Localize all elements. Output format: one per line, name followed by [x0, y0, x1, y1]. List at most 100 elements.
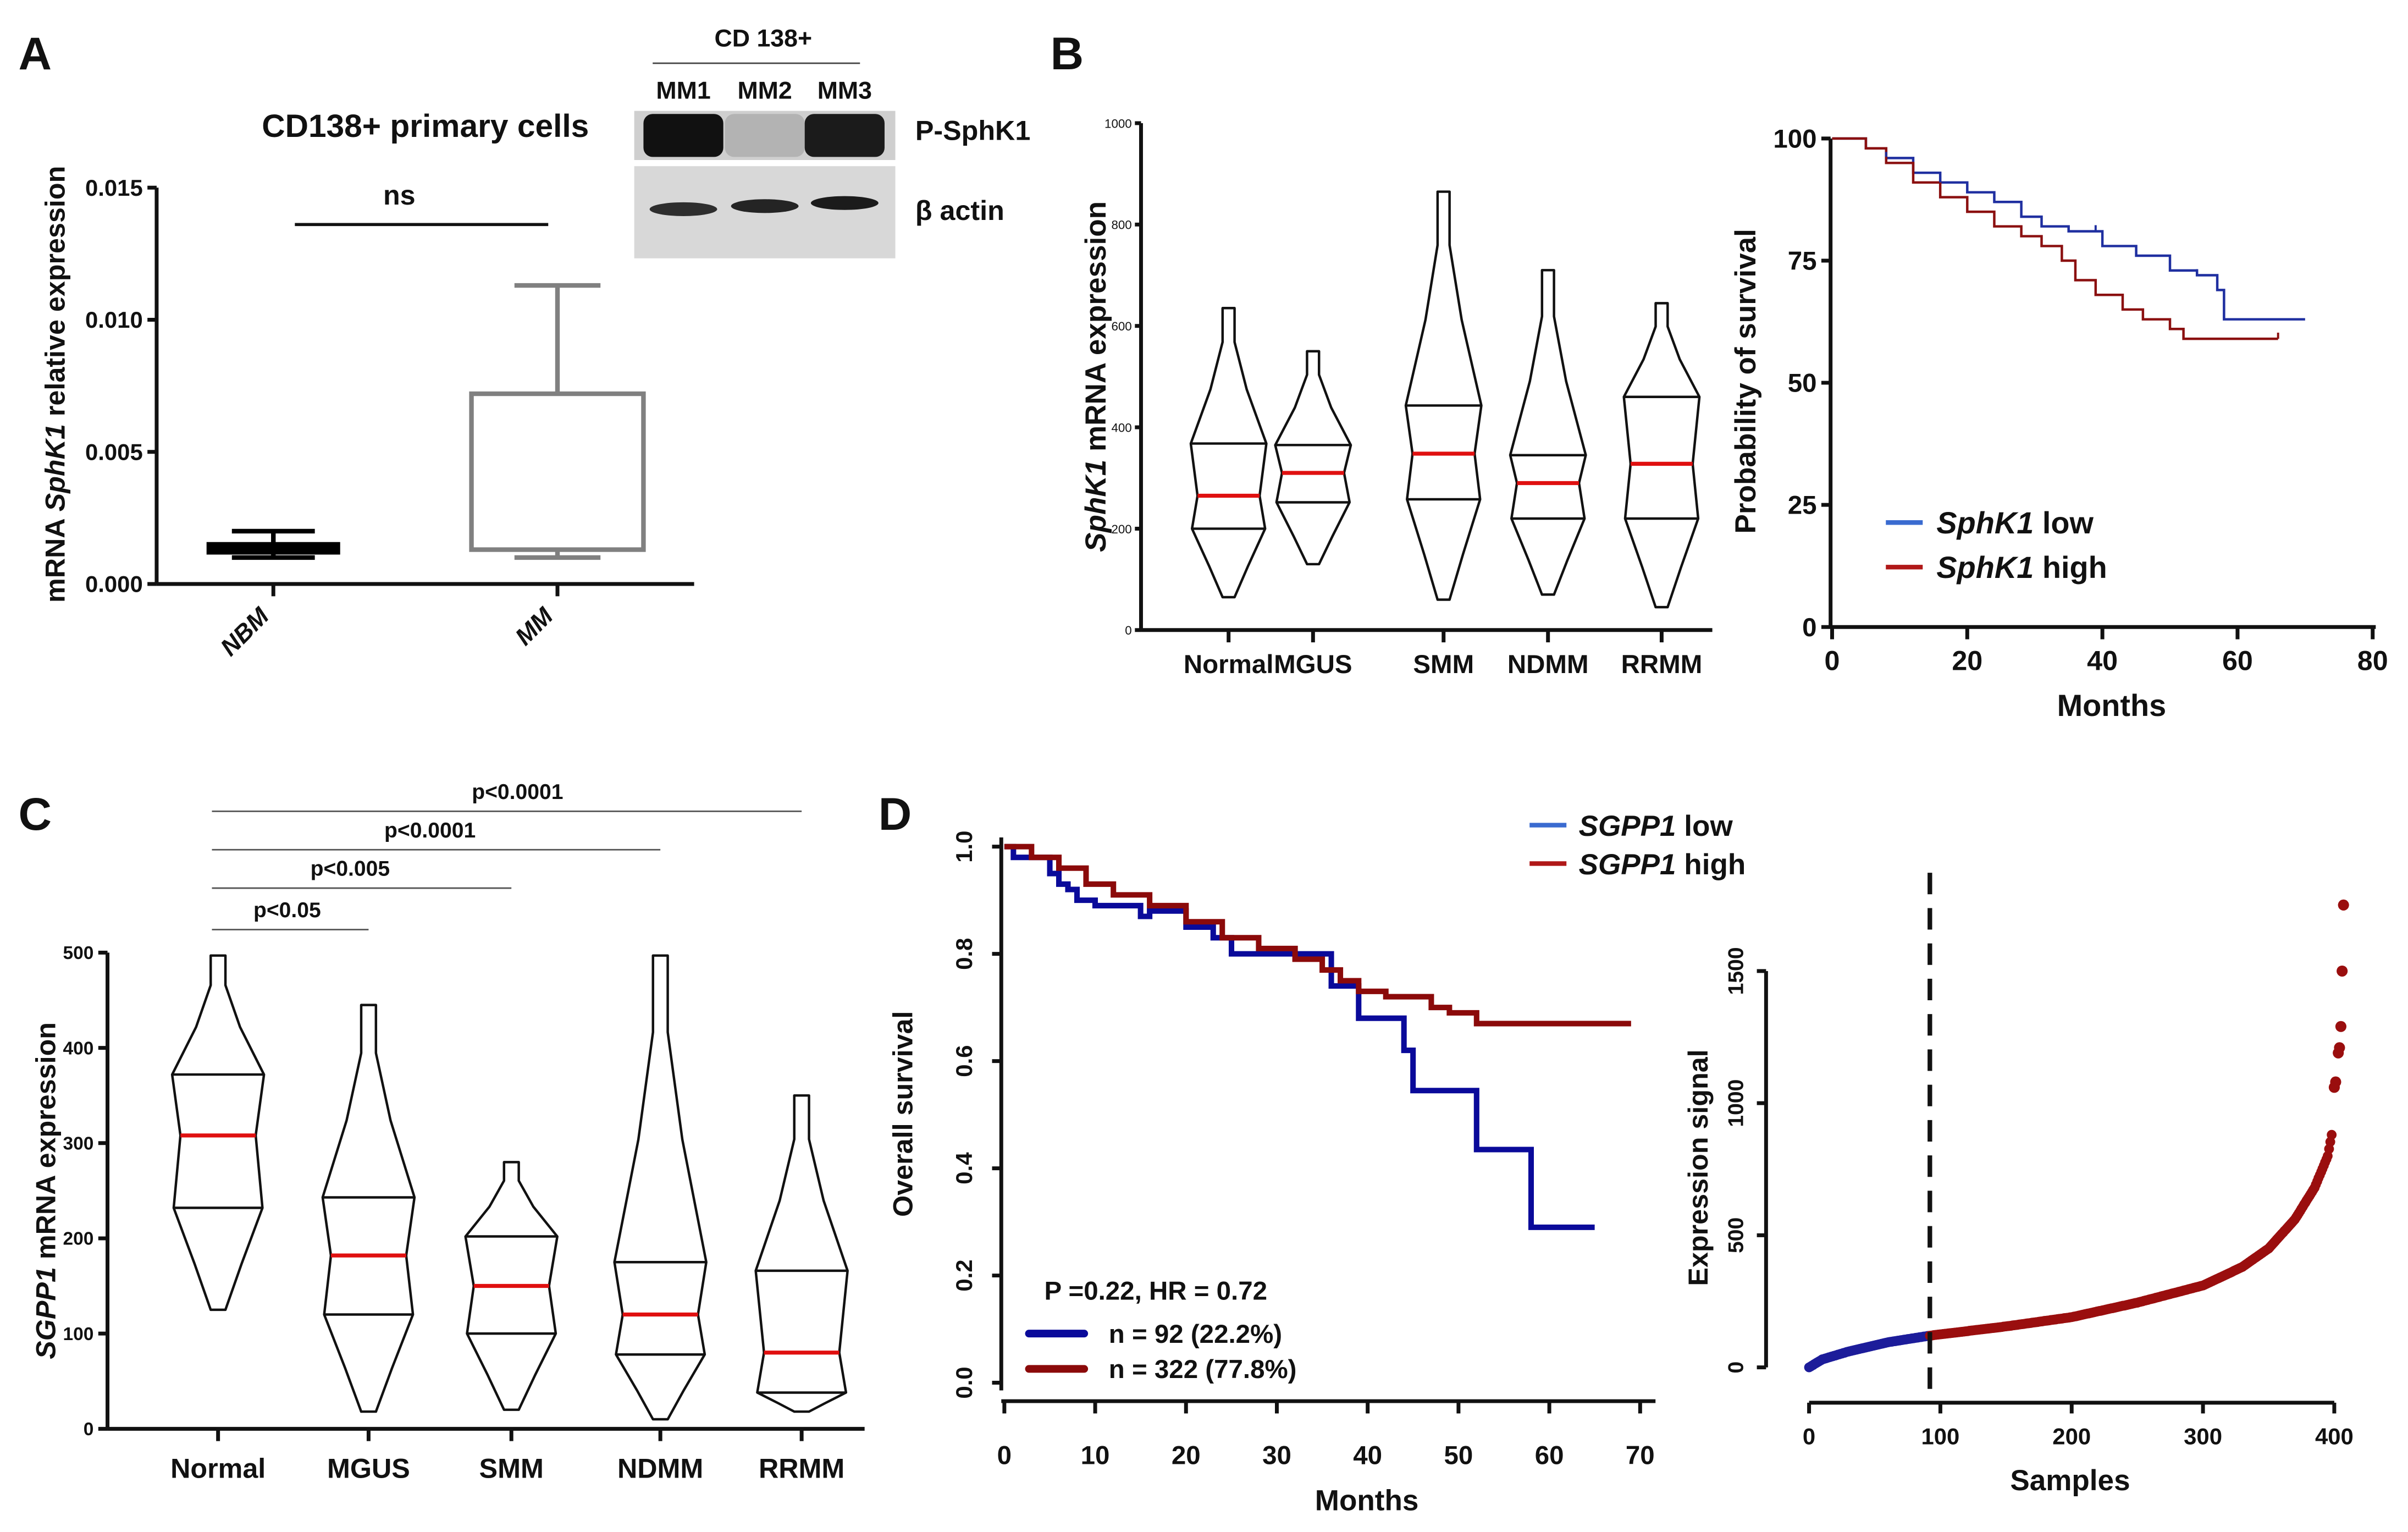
y-label-pre: mRNA	[39, 511, 70, 603]
x-tick-label: 80	[2357, 644, 2388, 676]
y-tick-label: 500	[1724, 1217, 1748, 1253]
blot-label-actin: β actin	[915, 195, 1004, 226]
data-point	[2327, 1129, 2337, 1140]
x-tick-label: 30	[1262, 1441, 1291, 1470]
violin-ndmm	[1509, 269, 1587, 596]
y-tick-label: 0	[1125, 624, 1131, 637]
box-iqr	[469, 391, 646, 552]
legend-gene: SGPP1	[1579, 810, 1676, 842]
legend-gene: SphK1	[1936, 550, 2034, 585]
legend-label-high: SphK1 high	[1936, 550, 2107, 585]
x-axis-label-d-km: Months	[1315, 1484, 1419, 1517]
violin-outline	[1509, 269, 1587, 596]
y-tick-label: 1000	[1724, 1079, 1748, 1127]
blot-lane-mm1: MM1	[656, 77, 710, 104]
y-tick-label: 300	[63, 1134, 93, 1154]
blot-band	[649, 202, 717, 216]
y-tick-label: 0.015	[85, 175, 143, 201]
significance-label: p<0.05	[253, 899, 321, 922]
y-label-gene: SGPP1	[30, 1267, 62, 1359]
x-tick-label: 60	[2222, 644, 2253, 676]
y-tick-label: 1000	[1104, 117, 1132, 130]
scatter-points	[1804, 899, 2349, 1373]
y-tick-label: 0.6	[951, 1045, 977, 1077]
violin-outline	[1274, 350, 1352, 566]
y-tick-label: 200	[1111, 522, 1131, 536]
x-tick-label: 20	[1952, 644, 1982, 676]
x-tick-label: 40	[2087, 644, 2118, 676]
violin-smm	[464, 1161, 559, 1411]
violin-ndmm	[613, 954, 708, 1421]
y-axis-label-d-scatter: Expression signal	[1682, 1049, 1714, 1286]
y-tick-label: 1.0	[951, 831, 977, 863]
data-point	[2335, 1021, 2346, 1032]
y-tick-label: 0.0	[951, 1366, 977, 1398]
panel-label-d: D	[879, 788, 912, 840]
x-tick-label: Normal	[170, 1453, 266, 1484]
box-iqr	[206, 542, 340, 555]
legend-label-low: SphK1 low	[1936, 505, 2094, 540]
y-tick-label: 500	[63, 943, 93, 963]
data-point	[2337, 965, 2348, 977]
chart-title-a: CD138+ primary cells	[262, 108, 589, 144]
x-tick-label: MM	[510, 602, 559, 651]
y-axis-label-b-km: Probability of survival	[1730, 229, 1762, 533]
y-label-post: mRNA expression	[1080, 201, 1112, 460]
panel-label-c: C	[19, 788, 52, 840]
legend-gene: SGPP1	[1579, 848, 1676, 881]
y-tick-label: 100	[1773, 125, 1816, 154]
blot-band	[725, 114, 805, 157]
significance-ns: ns	[383, 179, 416, 211]
panel-label-b: B	[1051, 27, 1084, 79]
y-axis-label-a: mRNA SphK1 relative expression	[39, 166, 70, 603]
x-tick-label: 40	[1353, 1441, 1382, 1470]
blot-lane-mm2: MM2	[737, 77, 792, 104]
y-tick-label: 400	[63, 1038, 93, 1059]
x-tick-label: 60	[1535, 1441, 1564, 1470]
violin-outline	[321, 1004, 416, 1413]
x-axis-label-b-km: Months	[2057, 688, 2167, 723]
y-tick-label: 400	[1111, 421, 1131, 434]
legend-gene: SphK1	[1936, 505, 2034, 540]
y-tick-label: 0	[84, 1419, 94, 1440]
violin-outline	[1622, 302, 1701, 609]
survival-curve-low	[1004, 844, 1595, 1230]
x-tick-label: 200	[2052, 1423, 2091, 1449]
data-point	[2338, 899, 2349, 911]
x-tick-label: NBM	[216, 602, 275, 662]
y-tick-label: 0.000	[85, 571, 143, 597]
km-stats-text: P =0.22, HR = 0.72	[1044, 1277, 1267, 1306]
x-tick-label: 400	[2315, 1423, 2354, 1449]
y-axis-label-d-km: Overall survival	[887, 1011, 918, 1216]
data-point	[2330, 1076, 2341, 1088]
x-tick-label: RRMM	[1621, 650, 1703, 679]
y-label-post: relative expression	[39, 166, 70, 424]
violin-outline	[754, 1094, 849, 1413]
x-tick-label: 20	[1172, 1441, 1201, 1470]
survival-curve-low	[1832, 137, 2305, 321]
y-tick-label: 0.4	[951, 1152, 977, 1184]
survival-curve-high	[1004, 844, 1631, 1027]
blot-label-psphk1: P-SphK1	[915, 115, 1030, 146]
violin-outline	[1189, 307, 1268, 599]
violin-normal	[170, 954, 266, 1311]
box-nbm	[206, 528, 340, 560]
y-tick-label: 0	[1724, 1362, 1748, 1374]
x-tick-label: MGUS	[1274, 650, 1352, 679]
violin-rrmm	[1622, 302, 1701, 609]
blot-header: CD 138+	[714, 25, 812, 52]
x-tick-label: 0	[1803, 1423, 1815, 1449]
violin-outline	[1404, 190, 1483, 601]
data-point	[2334, 1042, 2345, 1054]
blot-lane-mm3: MM3	[818, 77, 872, 104]
violin-normal	[1189, 307, 1268, 599]
y-axis-label-c: SGPP1 mRNA expression	[30, 1022, 62, 1359]
blot-band	[804, 114, 885, 157]
y-tick-label: 75	[1788, 247, 1817, 276]
legend-group: low	[2034, 505, 2094, 540]
x-tick-label: SMM	[479, 1453, 544, 1484]
legend-label-low: SGPP1 low	[1579, 810, 1733, 842]
violin-mgus	[1274, 350, 1352, 566]
panel-label-a: A	[19, 27, 52, 79]
